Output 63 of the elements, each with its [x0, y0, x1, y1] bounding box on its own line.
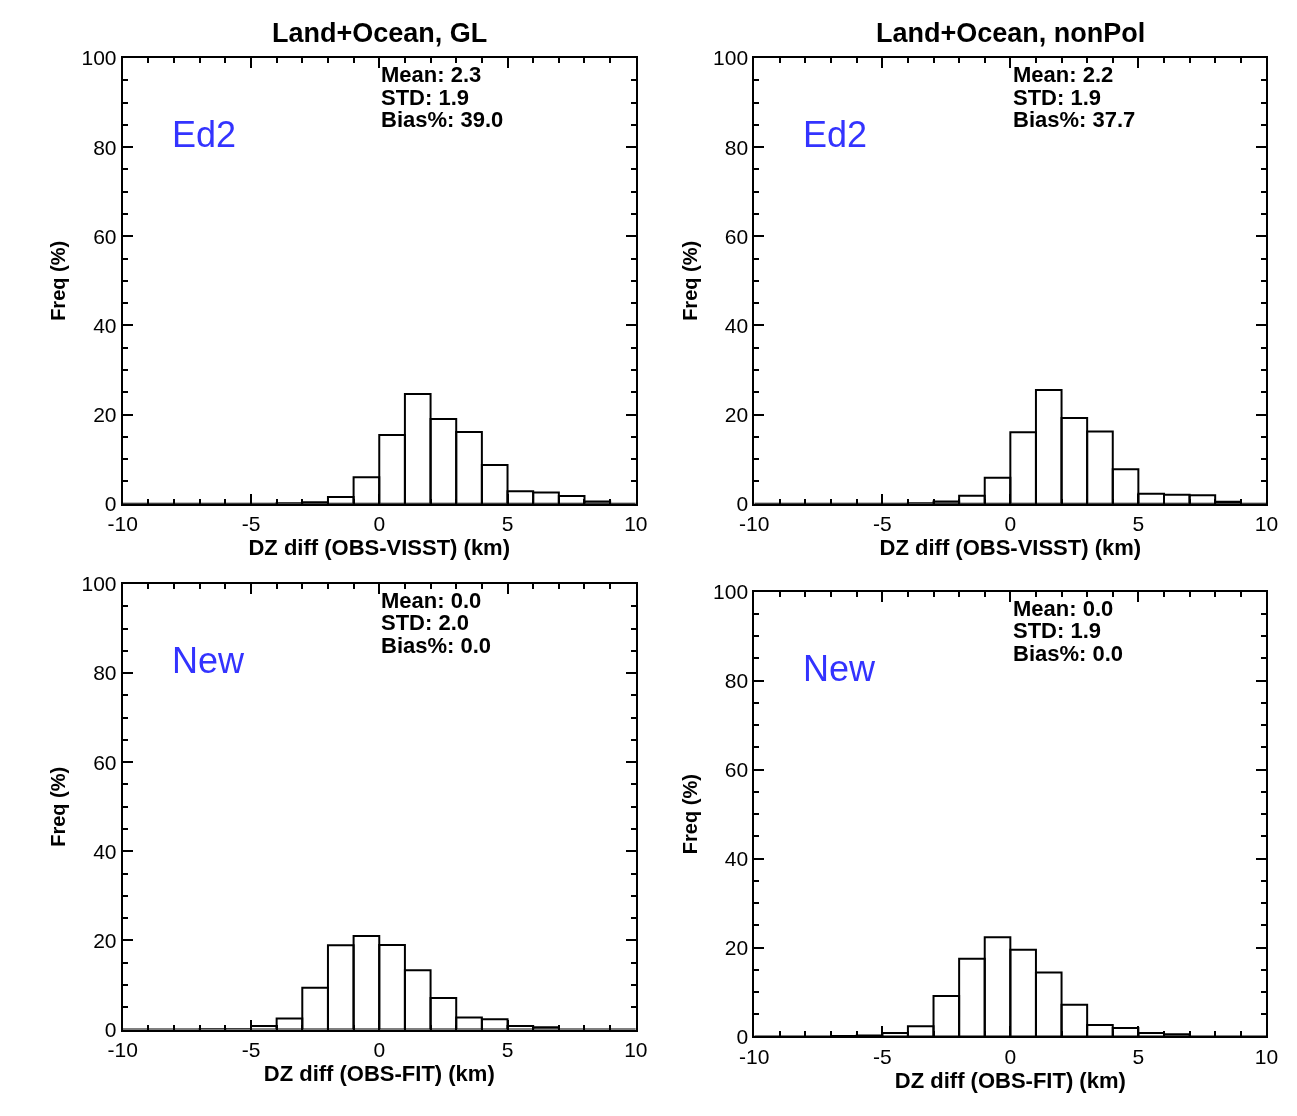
y-tick-label: 20: [93, 402, 117, 426]
x-tick-label: 0: [1004, 1044, 1017, 1068]
y-tick-label: 60: [93, 224, 117, 248]
chart-title: Land+Ocean, GL: [272, 18, 488, 48]
y-tick-label: 80: [93, 661, 117, 685]
annotation: New: [803, 648, 877, 689]
annotation: Bias%: 39.0: [381, 107, 504, 132]
x-tick-label: 10: [624, 1037, 648, 1061]
annotation: Bias%: 0.0: [381, 633, 492, 658]
x-tick-label: 0: [1004, 511, 1017, 535]
y-tick-label: 20: [93, 928, 117, 952]
x-tick-label: 10: [1254, 511, 1279, 535]
x-tick-label: 5: [1132, 511, 1145, 535]
x-tick-label: 5: [1132, 1044, 1145, 1068]
annotation: Mean: 0.0: [1013, 596, 1114, 621]
y-tick-label: 40: [724, 313, 749, 337]
y-tick-label: 80: [93, 135, 117, 159]
y-tick-label: 100: [81, 46, 117, 70]
annotation: Bias%: 0.0: [1013, 641, 1124, 666]
x-tick-label: 5: [501, 511, 514, 535]
y-tick-label: 40: [93, 839, 117, 863]
annotation: STD: 1.9: [381, 85, 470, 110]
y-tick-label: 100: [713, 580, 749, 604]
y-tick-label: 20: [724, 935, 749, 959]
y-axis-title: Freq (%): [47, 240, 70, 321]
annotation: STD: 1.9: [1013, 85, 1102, 110]
x-tick-label: -5: [872, 1044, 892, 1068]
y-tick-label: 40: [724, 846, 749, 870]
x-axis-title: DZ diff (OBS-VISST) (km): [248, 534, 511, 560]
annotation: Mean: 2.2: [1013, 62, 1114, 87]
y-tick-label: 60: [93, 750, 117, 774]
annotation: STD: 2.0: [381, 610, 470, 635]
y-tick-label: 100: [713, 46, 749, 70]
y-tick-label: 80: [724, 669, 749, 693]
annotation: Mean: 0.0: [381, 588, 482, 613]
annotation: New: [172, 640, 246, 681]
x-axis-title: DZ diff (OBS-FIT) (km): [894, 1067, 1126, 1093]
y-tick-label: 100: [81, 572, 117, 596]
y-tick-label: 60: [724, 224, 749, 248]
y-axis-title: Freq (%): [679, 774, 702, 855]
x-axis-title: DZ diff (OBS-FIT) (km): [263, 1060, 495, 1086]
y-tick-label: 40: [93, 313, 117, 337]
annotation: Ed2: [172, 114, 237, 155]
x-axis-title: DZ diff (OBS-VISST) (km): [879, 534, 1142, 560]
annotation: Mean: 2.3: [381, 62, 482, 87]
y-tick-label: 20: [724, 402, 749, 426]
chart-title: Land+Ocean, nonPol: [876, 18, 1146, 48]
x-tick-label: -5: [241, 1037, 261, 1061]
x-tick-label: 10: [624, 511, 648, 535]
y-tick-label: 60: [724, 758, 749, 782]
x-tick-label: -10: [739, 1044, 770, 1068]
x-tick-label: -5: [241, 511, 261, 535]
annotation: STD: 1.9: [1013, 618, 1102, 643]
annotation: Bias%: 37.7: [1013, 107, 1136, 132]
x-tick-label: 5: [501, 1037, 514, 1061]
annotation: Ed2: [803, 114, 868, 155]
y-axis-title: Freq (%): [47, 766, 70, 847]
x-tick-label: -5: [872, 511, 892, 535]
x-tick-label: 10: [1254, 1044, 1279, 1068]
y-tick-label: 80: [724, 135, 749, 159]
y-axis-title: Freq (%): [679, 240, 702, 321]
x-tick-label: 0: [373, 511, 386, 535]
x-tick-label: 0: [373, 1037, 386, 1061]
